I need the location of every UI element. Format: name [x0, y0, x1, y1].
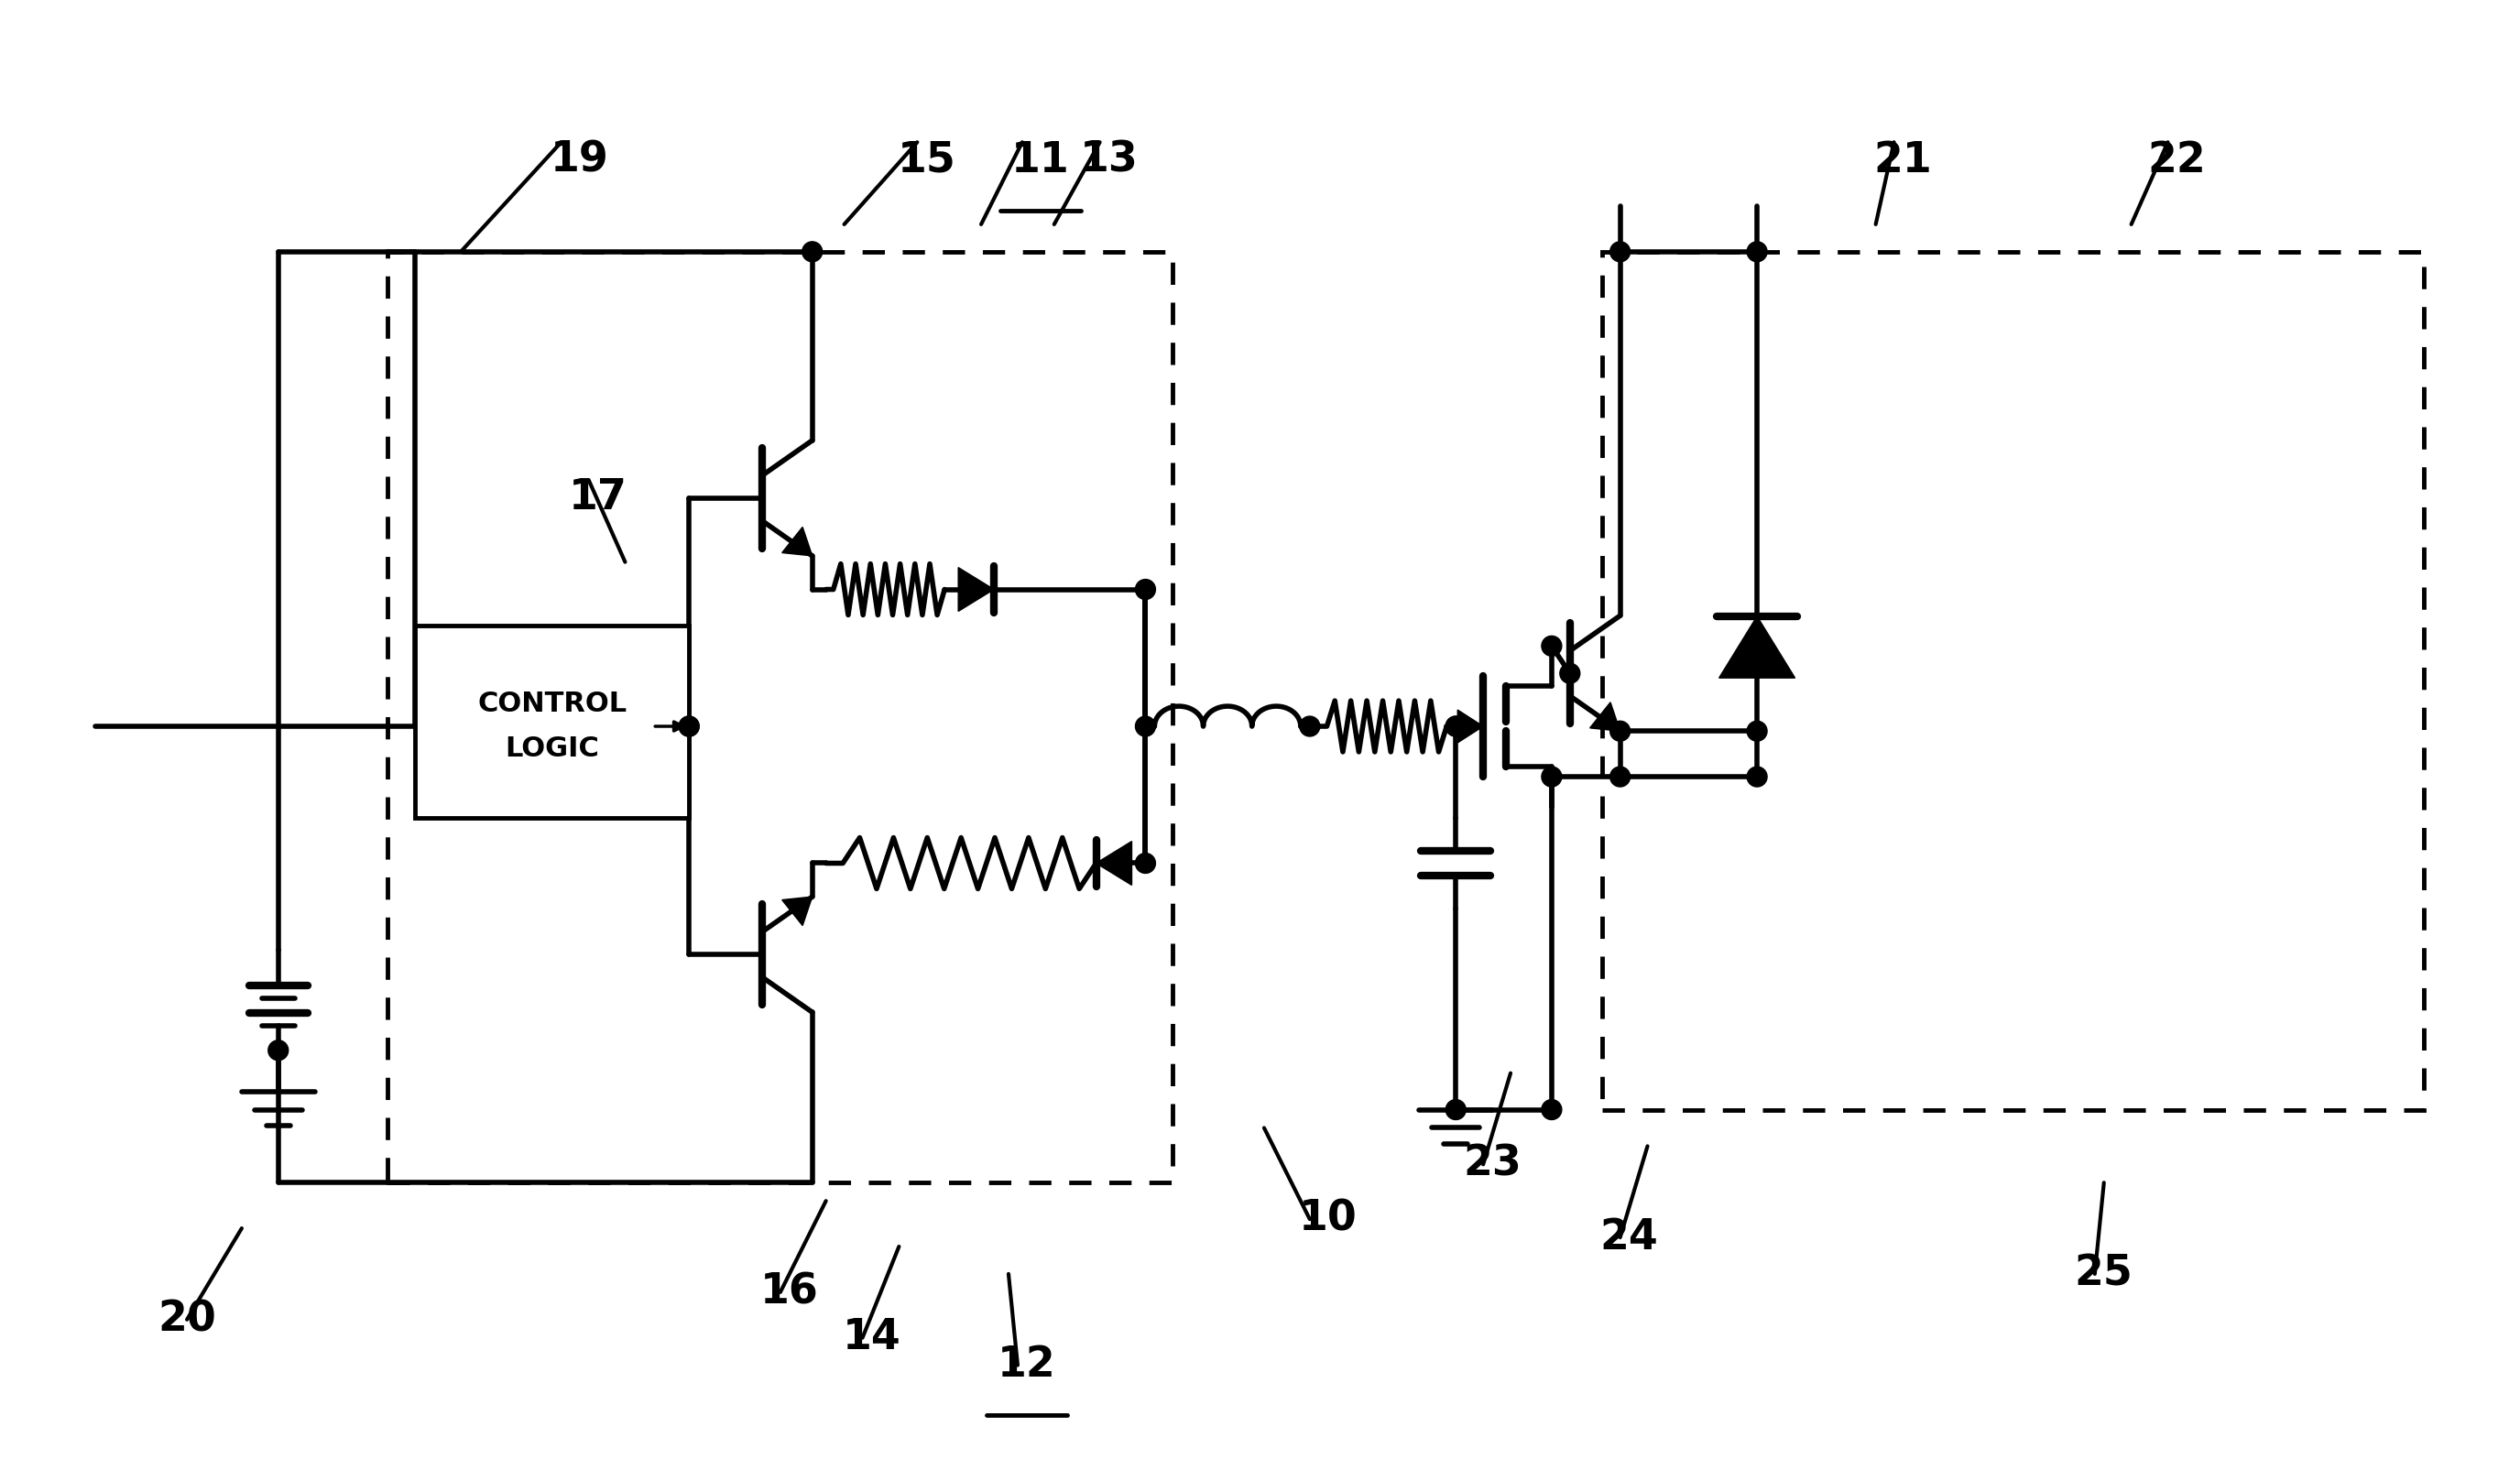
- Text: 23: 23: [1464, 1144, 1522, 1185]
- Polygon shape: [1590, 702, 1620, 731]
- Circle shape: [1746, 721, 1767, 741]
- Text: 24: 24: [1600, 1217, 1658, 1258]
- Polygon shape: [781, 527, 811, 556]
- Text: 22: 22: [2147, 140, 2205, 181]
- Text: 19: 19: [549, 140, 610, 181]
- Text: 25: 25: [2074, 1253, 2132, 1294]
- Text: 11: 11: [1011, 140, 1068, 181]
- Text: 16: 16: [761, 1272, 819, 1313]
- Text: 12: 12: [998, 1345, 1056, 1386]
- Polygon shape: [1719, 616, 1794, 678]
- Circle shape: [1610, 242, 1630, 261]
- Polygon shape: [1457, 711, 1484, 743]
- Circle shape: [1560, 664, 1580, 683]
- Circle shape: [678, 716, 698, 737]
- Circle shape: [267, 1040, 287, 1061]
- Circle shape: [1746, 242, 1767, 261]
- Text: 13: 13: [1079, 140, 1139, 181]
- Circle shape: [1137, 854, 1157, 874]
- Polygon shape: [958, 568, 993, 611]
- Circle shape: [1446, 716, 1467, 737]
- Polygon shape: [1096, 842, 1131, 886]
- Text: LOGIC: LOGIC: [504, 735, 600, 763]
- Circle shape: [1137, 716, 1157, 737]
- Bar: [388, 252, 1172, 1183]
- Circle shape: [1300, 716, 1320, 737]
- Circle shape: [1446, 1100, 1467, 1119]
- Text: 14: 14: [842, 1317, 900, 1358]
- Circle shape: [801, 242, 822, 261]
- Bar: [1603, 252, 2424, 1110]
- Circle shape: [1542, 1100, 1562, 1119]
- Polygon shape: [781, 897, 811, 925]
- Text: 21: 21: [1875, 140, 1933, 181]
- Bar: [416, 626, 688, 817]
- Text: 17: 17: [570, 477, 627, 519]
- Text: 10: 10: [1298, 1198, 1358, 1240]
- Circle shape: [1610, 766, 1630, 786]
- Circle shape: [1610, 721, 1630, 741]
- Circle shape: [1446, 716, 1467, 737]
- Circle shape: [1542, 766, 1562, 786]
- Text: 15: 15: [897, 140, 955, 181]
- Text: 20: 20: [159, 1299, 217, 1341]
- Text: CONTROL: CONTROL: [476, 690, 627, 716]
- Circle shape: [678, 716, 698, 737]
- Circle shape: [1746, 766, 1767, 786]
- Circle shape: [1542, 636, 1562, 657]
- Circle shape: [1137, 579, 1157, 600]
